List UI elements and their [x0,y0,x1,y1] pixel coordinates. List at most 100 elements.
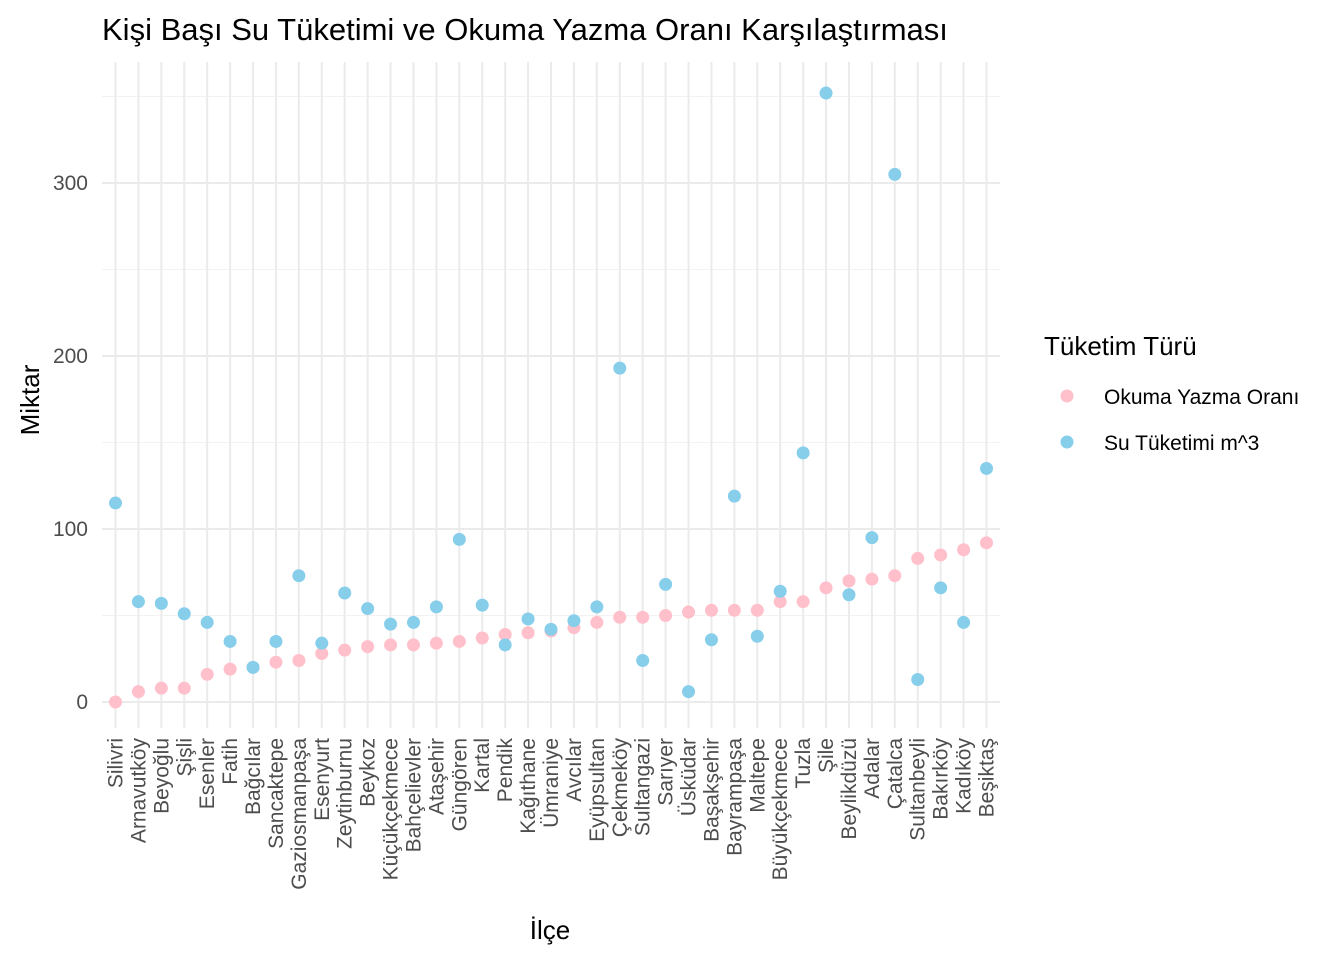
data-point-okuma-yazma [521,626,535,640]
x-tick-label: Beylikdüzü [838,738,861,840]
x-tick-label: Zeytinburnu [334,738,357,849]
data-point-su-tuketimi [200,615,214,629]
data-point-su-tuketimi [934,581,948,595]
data-point-su-tuketimi [842,588,856,602]
y-tick-label: 100 [53,518,88,541]
data-point-okuma-yazma [957,543,971,557]
data-point-okuma-yazma [109,695,122,709]
legend-items: Okuma Yazma Oranı Su Tüketimi m^3 [1060,386,1299,455]
data-point-su-tuketimi [475,598,489,612]
x-tick-label: Sarıyer [655,738,678,806]
legend-label: Okuma Yazma Oranı [1104,386,1299,409]
x-tick-label: Bakırköy [930,738,953,820]
data-point-su-tuketimi [911,673,925,687]
data-point-su-tuketimi [384,617,398,631]
data-point-okuma-yazma [131,685,145,699]
data-point-su-tuketimi [223,634,237,648]
data-point-okuma-yazma [292,653,306,667]
x-tick-label: Bayrampaşa [723,738,746,856]
data-point-su-tuketimi [177,607,191,621]
data-point-okuma-yazma [613,610,627,624]
data-point-okuma-yazma [865,572,879,586]
data-point-okuma-yazma [796,595,810,609]
legend-key [1060,389,1074,403]
x-tick-label: Tuzla [792,738,815,789]
x-tick-label: Üsküdar [678,738,701,816]
x-tick-label: Kartal [471,738,494,793]
data-point-okuma-yazma [590,615,604,629]
data-point-okuma-yazma [384,638,398,652]
data-point-okuma-yazma [269,655,283,669]
x-tick-label: Sancaktepe [265,738,288,849]
data-point-okuma-yazma [636,610,650,624]
x-tick-label: Fatih [219,738,242,785]
data-point-su-tuketimi [704,633,718,647]
data-point-su-tuketimi [819,86,833,100]
data-point-okuma-yazma [727,603,741,617]
data-point-su-tuketimi [131,595,145,609]
data-point-su-tuketimi [498,638,512,652]
data-point-okuma-yazma [911,551,925,565]
data-point-okuma-yazma [750,603,764,617]
data-point-su-tuketimi [773,584,787,598]
x-tick-label: Adalar [861,738,884,799]
grid-lines [102,62,1000,728]
x-tick-label: Büyükçekmece [769,738,792,880]
data-point-su-tuketimi [406,615,420,629]
data-point-okuma-yazma [452,634,466,648]
y-tick-label: 0 [76,691,88,714]
data-point-okuma-yazma [200,667,214,681]
data-point-okuma-yazma [934,548,948,562]
data-point-okuma-yazma [773,595,787,609]
legend: Tüketim Türü Okuma Yazma Oranı Su Tüketim… [1044,331,1299,455]
y-axis-ticks: 0 100 200 300 [53,172,88,714]
x-tick-label: Maltepe [746,738,769,813]
y-axis-title: Miktar [15,364,45,435]
x-tick-label: Kağıthane [517,738,540,834]
legend-key [1060,435,1074,449]
data-point-su-tuketimi [269,634,283,648]
x-tick-label: Pendik [494,738,517,803]
x-tick-label: Güngören [448,738,471,831]
x-tick-label: Avcılar [563,738,586,802]
x-tick-label: Ataşehir [425,738,448,815]
x-tick-label: Bahçelievler [402,738,425,852]
data-point-okuma-yazma [315,647,329,661]
x-axis-ticks: Silivri Arnavutköy Beyoğlu Şişli Esenler Fati… [105,738,999,890]
x-tick-label: Çekmeköy [609,738,632,838]
data-point-su-tuketimi [613,361,627,375]
data-point-su-tuketimi [957,615,971,629]
data-point-okuma-yazma [177,681,191,695]
chart-title: Kişi Başı Su Tüketimi ve Okuma Yazma Ora… [102,12,948,47]
data-point-okuma-yazma [704,603,718,617]
y-tick-label: 300 [53,172,88,195]
y-tick-label: 200 [53,345,88,368]
data-point-su-tuketimi [154,596,168,610]
data-point-su-tuketimi [246,660,260,674]
data-point-okuma-yazma [888,569,902,583]
data-point-okuma-yazma [338,643,352,657]
data-point-okuma-yazma [475,631,489,645]
data-point-okuma-yazma [154,681,168,695]
data-point-su-tuketimi [521,612,535,626]
data-point-su-tuketimi [109,496,122,510]
x-tick-label: Silivri [105,738,128,788]
data-point-su-tuketimi [888,167,902,181]
data-point-okuma-yazma [498,628,512,642]
x-axis-title: İlçe [530,915,570,945]
data-point-su-tuketimi [361,602,375,616]
data-point-su-tuketimi [636,653,650,667]
data-point-su-tuketimi [292,569,306,583]
x-tick-label: Esenyurt [311,738,334,821]
data-point-okuma-yazma [223,662,237,676]
x-tick-label: Bağcılar [242,738,265,815]
data-point-su-tuketimi [338,586,352,600]
data-point-okuma-yazma [842,574,856,588]
data-point-su-tuketimi [682,685,696,699]
x-tick-label: Ümraniye [540,738,563,828]
x-tick-label: Esenler [196,738,219,809]
data-point-okuma-yazma [980,536,993,550]
data-point-su-tuketimi [590,600,604,614]
data-point-su-tuketimi [315,636,329,650]
